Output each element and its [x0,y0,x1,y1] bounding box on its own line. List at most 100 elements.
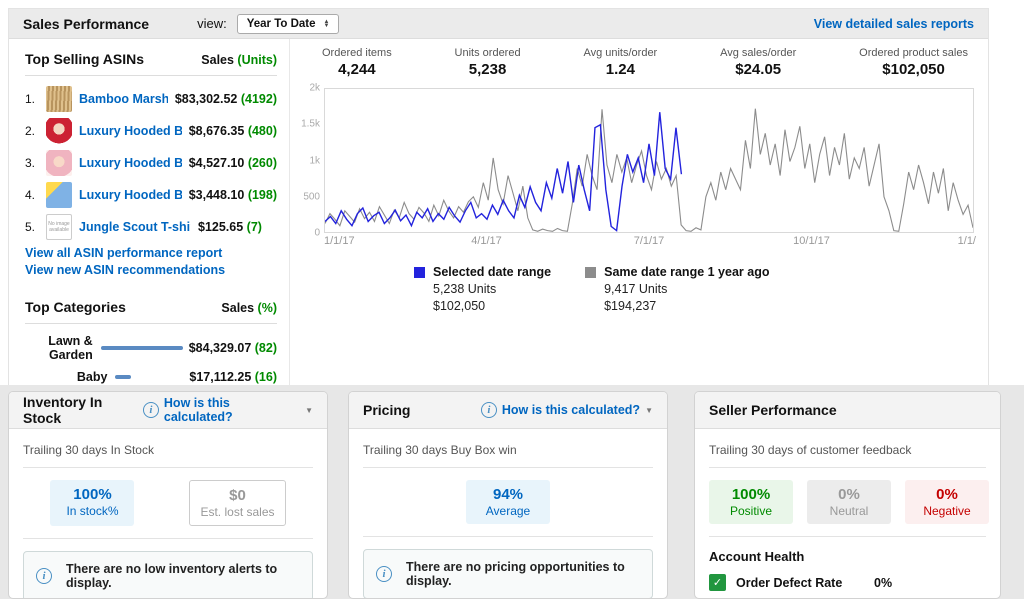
asin-links: View all ASIN performance report View ne… [25,246,277,277]
tile-label: Negative [915,504,979,518]
asin-rank: 2. [25,124,39,138]
view-new-asin-recommendations-link[interactable]: View new ASIN recommendations [25,263,277,277]
asin-name-link[interactable]: Jungle Scout T-shirt, ... [79,220,191,234]
divider [25,75,277,76]
stat-value: 5,238 [455,61,521,78]
tile-value: $0 [200,487,274,504]
how-calculated-link[interactable]: How is this calculated? [502,403,640,417]
divider [363,536,653,537]
asins-col-unit: (Units) [237,53,277,67]
tile-value: 0% [915,486,979,503]
categories-col-unit: (%) [258,301,277,315]
account-health-title: Account Health [709,549,986,564]
divider [709,536,986,537]
divider [363,467,653,468]
divider [23,467,313,468]
top-categories-title: Top Categories [25,299,126,315]
pricing-alert-box: i There are no pricing opportunities to … [363,549,653,599]
tile-label: Est. lost sales [200,505,274,519]
asin-units: (4192) [241,92,277,106]
legend-selected-range: Selected date range 5,238 Units $102,050 [414,265,551,313]
x-tick: 10/1/17 [793,235,830,247]
bamboo-sticks-thumbnail [46,86,72,112]
x-tick: 4/1/17 [471,235,502,247]
category-pct: (82) [255,341,277,355]
legend-chip-blue [414,267,425,278]
stat-label: Ordered items [322,47,392,59]
view-all-asin-performance-link[interactable]: View all ASIN performance report [25,246,277,260]
updown-caret-icon: ▲▼ [324,20,330,28]
view-label: view: [197,16,227,31]
top-categories-header: Top Categories Sales (%) [25,299,277,315]
x-axis-labels: 1/1/17 4/1/17 7/1/17 10/1/17 1/1/ [324,233,974,249]
stat-label: Ordered product sales [859,47,968,59]
category-row-baby: Baby $17,112.25 (16) [25,370,277,384]
info-icon: i [143,402,159,418]
sales-performance-panel: Sales Performance view: Year To Date ▲▼ … [8,8,989,449]
legend-sales: $102,050 [433,299,551,313]
in-stock-tile: 100% In stock% [50,480,134,526]
x-tick: 1/1/ [958,235,976,247]
page-title: Sales Performance [23,16,149,32]
card-header: Inventory In Stock i How is this calcula… [9,392,327,429]
negative-feedback-tile: 0% Negative [905,480,989,524]
check-icon: ✓ [709,574,726,591]
card-header: Pricing i How is this calculated? ▼ [349,392,667,429]
stat-value: 1.24 [583,61,657,78]
chart-zone: 2k 1.5k 1k 500 0 [296,88,974,233]
baby-red-towel-thumbnail [46,118,72,144]
asin-name-link[interactable]: Luxury Hooded Baby ... [79,156,182,170]
health-value: 0% [874,576,892,590]
asin-sales: $4,527.10 [189,156,248,170]
asin-name-link[interactable]: Luxury Hooded Baby ... [79,188,182,202]
category-bar [115,375,131,379]
tile-label: Positive [719,504,783,518]
asin-sales: $83,302.52 [175,92,241,106]
category-name: Lawn & Garden [25,334,93,362]
how-calculated-dropdown[interactable]: i How is this calculated? ▼ [481,402,653,418]
top-asins-header: Top Selling ASINs Sales (Units) [25,51,277,67]
card-title: Inventory In Stock [23,394,143,426]
stat-value: 4,244 [322,61,392,78]
stat-label: Avg units/order [583,47,657,59]
stat-avg-units-order: Avg units/order 1.24 [583,47,657,78]
inventory-in-stock-card: Inventory In Stock i How is this calcula… [8,391,328,599]
asin-row-3: 3. Luxury Hooded Baby ... $4,527.10 (260… [25,150,277,176]
neutral-feedback-tile: 0% Neutral [807,480,891,524]
card-subtitle: Trailing 30 days of customer feedback [709,443,986,457]
stat-value: $24.05 [720,61,796,78]
category-name: Baby [25,370,107,384]
chevron-down-icon: ▼ [645,406,653,415]
stat-avg-sales-order: Avg sales/order $24.05 [720,47,796,78]
buy-box-average-tile: 94% Average [466,480,550,524]
legend-title: Same date range 1 year ago [604,265,769,279]
asin-row-2: 2. Luxury Hooded Baby ... $8,676.35 (480… [25,118,277,144]
tile-label: Average [476,504,540,518]
card-header: Seller Performance [695,392,1000,429]
stat-ordered-product-sales: Ordered product sales $102,050 [859,47,968,78]
how-calculated-link[interactable]: How is this calculated? [164,396,300,424]
alert-text: There are no low inventory alerts to dis… [66,562,300,590]
asin-row-4: 4. Luxury Hooded Baby ... $3,448.10 (198… [25,182,277,208]
x-tick: 7/1/17 [634,235,665,247]
legend-sales: $194,237 [604,299,769,313]
asin-rank: 1. [25,92,39,106]
baby-blue-towel-thumbnail [46,182,72,208]
info-icon: i [481,402,497,418]
how-calculated-dropdown[interactable]: i How is this calculated? ▼ [143,396,313,424]
top-asins-title: Top Selling ASINs [25,51,144,67]
y-tick: 0 [314,228,320,239]
asin-units: (7) [247,220,262,234]
legend-chip-gray [585,267,596,278]
bottom-cards: Inventory In Stock i How is this calcula… [0,385,1024,599]
asin-name-link[interactable]: Luxury Hooded Baby ... [79,124,182,138]
view-detailed-sales-reports-link[interactable]: View detailed sales reports [814,17,974,31]
asin-name-link[interactable]: Bamboo Marshmallo... [79,92,168,106]
asin-units: (260) [248,156,277,170]
card-title: Pricing [363,402,410,418]
asin-rank: 3. [25,156,39,170]
asin-sales: $125.65 [198,220,247,234]
view-dropdown[interactable]: Year To Date ▲▼ [237,14,340,34]
asin-sales: $3,448.10 [189,188,248,202]
sales-line-chart [324,88,974,233]
